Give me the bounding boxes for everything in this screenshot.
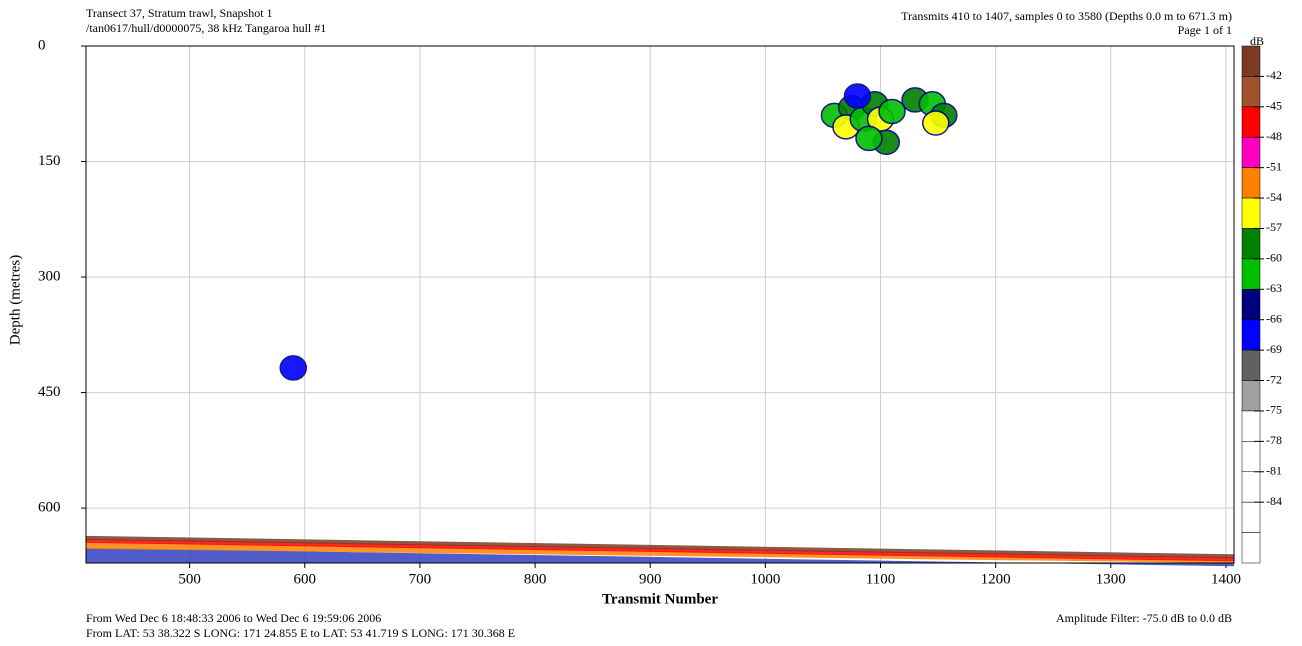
seabed-echo	[86, 535, 1234, 559]
colorbar-segment	[1241, 106, 1261, 138]
colorbar-segment	[1241, 76, 1261, 108]
colorbar-title: dB	[1250, 34, 1264, 48]
colorbar-tick-label: -78	[1266, 433, 1282, 447]
y-tick-label: 0	[38, 37, 46, 53]
colorbar-tick-label: -51	[1266, 159, 1282, 173]
colorbar-tick-label: -72	[1266, 372, 1282, 386]
x-tick-label: 700	[409, 571, 432, 587]
x-tick-label: 600	[294, 571, 317, 587]
seabed-echo	[86, 547, 1234, 567]
x-tick-label: 1000	[750, 571, 780, 587]
colorbar-segment	[1241, 319, 1261, 351]
colorbar-segment	[1241, 197, 1261, 229]
school-echo	[843, 83, 872, 109]
x-axis-label: Transmit Number	[602, 591, 718, 607]
colorbar-segment	[1241, 501, 1261, 533]
page-info: Page 1 of 1	[1178, 23, 1232, 37]
footer-filter: Amplitude Filter: -75.0 dB to 0.0 dB	[1056, 611, 1232, 625]
y-tick-label: 450	[38, 384, 61, 400]
x-tick-label: 900	[639, 571, 662, 587]
colorbar-tick-label: -69	[1266, 342, 1282, 356]
colorbar-segment	[1241, 441, 1261, 473]
x-tick-label: 500	[178, 571, 201, 587]
y-tick-label: 600	[38, 500, 61, 516]
colorbar-segment	[1241, 380, 1261, 412]
colorbar-segment	[1241, 471, 1261, 503]
y-axis-label: Depth (metres)	[7, 255, 23, 345]
colorbar-segment	[1241, 532, 1261, 564]
colorbar-segment	[1241, 289, 1261, 320]
x-tick-label: 1400	[1211, 571, 1241, 587]
colorbar-tick-label: -42	[1266, 68, 1282, 82]
footer-position: From LAT: 53 38.322 S LONG: 171 24.855 E…	[86, 626, 515, 640]
colorbar-segment	[1241, 45, 1261, 77]
colorbar-tick-label: -63	[1266, 281, 1282, 295]
colorbar-segment	[1241, 136, 1261, 168]
x-tick-label: 1100	[866, 571, 895, 587]
y-tick-label: 150	[38, 153, 61, 169]
colorbar-segment	[1241, 410, 1261, 442]
school-echo	[855, 125, 883, 152]
x-tick-label: 800	[524, 571, 547, 587]
x-tick-label: 1300	[1096, 571, 1126, 587]
plot-area	[86, 46, 1234, 563]
colorbar-segment	[1241, 349, 1261, 381]
footer-time: From Wed Dec 6 18:48:33 2006 to Wed Dec …	[86, 611, 381, 625]
colorbar-tick-label: -48	[1266, 129, 1282, 143]
colorbar-tick-label: -81	[1266, 464, 1282, 478]
colorbar-segment	[1241, 228, 1261, 260]
colorbar-tick-label: -54	[1266, 190, 1282, 204]
plot-border	[85, 45, 1235, 564]
colorbar-tick-label: -66	[1266, 311, 1282, 325]
colorbar-tick-label: -57	[1266, 220, 1282, 234]
chart-title: Transect 37, Stratum trawl, Snapshot 1	[86, 6, 273, 20]
seabed-echo	[86, 538, 1234, 562]
info-line: Transmits 410 to 1407, samples 0 to 3580…	[901, 9, 1232, 23]
x-tick-label: 1200	[981, 571, 1011, 587]
y-tick-label: 300	[38, 268, 61, 284]
school-echo	[878, 98, 906, 125]
colorbar-tick-label: -60	[1266, 251, 1282, 265]
colorbar-segment	[1241, 167, 1261, 199]
school-echo	[279, 355, 308, 381]
colorbar-tick-label: -75	[1266, 403, 1282, 417]
school-echo	[922, 110, 950, 136]
colorbar-segment	[1241, 258, 1261, 290]
colorbar-tick-label: -45	[1266, 99, 1282, 113]
chart-subtitle: /tan0617/hull/d0000075, 38 kHz Tangaroa …	[86, 21, 326, 35]
colorbar-tick-label: -84	[1266, 494, 1282, 508]
